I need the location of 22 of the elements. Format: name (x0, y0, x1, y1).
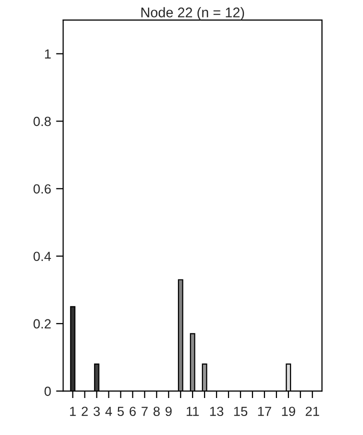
x-tick-label: 13 (210, 406, 224, 416)
x-tick-label: 2 (82, 406, 88, 416)
x-tick-label: 15 (234, 406, 248, 416)
x-tick-label: 4 (105, 406, 112, 416)
y-tick-label: 0 (44, 386, 51, 396)
chart-title: Node 22 (n = 12) (141, 7, 244, 20)
x-tick-label: 6 (130, 406, 136, 416)
y-tick-label: 0.8 (34, 116, 51, 126)
x-tick-label: 11 (186, 406, 199, 416)
y-tick-label: 0.4 (34, 252, 51, 262)
x-tick-label: 17 (258, 406, 272, 416)
y-tick-label: 0.6 (34, 184, 51, 194)
x-tick-label: 19 (282, 406, 296, 416)
y-tick-label: 1 (45, 49, 51, 59)
x-tick-label: 9 (166, 406, 172, 416)
x-tick-label: 5 (118, 406, 124, 416)
x-tick-label: 3 (94, 406, 100, 416)
x-tick-label: 7 (142, 406, 148, 416)
x-tick-label: 8 (154, 406, 160, 416)
x-tick-label: 1 (70, 406, 76, 416)
y-tick-label: 0.2 (34, 319, 51, 329)
x-tick-label: 21 (306, 406, 320, 416)
